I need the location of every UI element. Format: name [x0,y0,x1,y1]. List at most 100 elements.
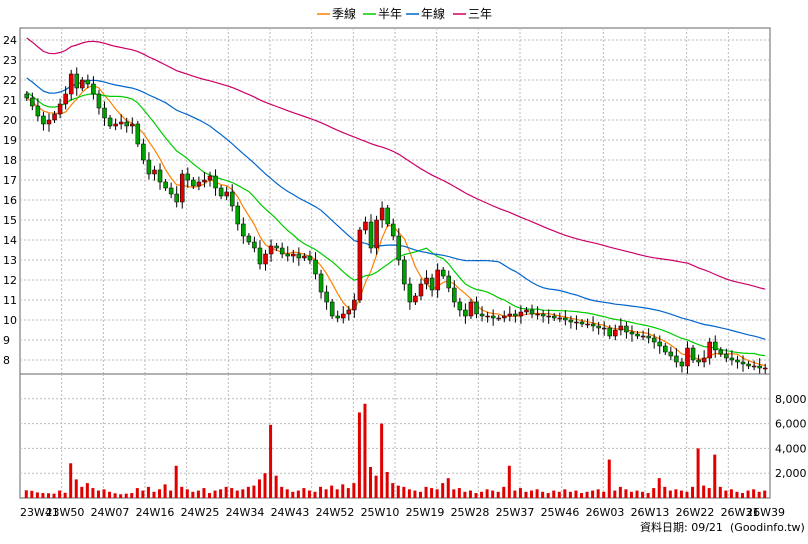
candle-body [629,331,635,335]
x-tick-label: 26W31 [721,506,760,519]
candle-body [341,313,346,319]
volume-bar [507,465,511,498]
volume-bar [141,490,145,498]
candle-body [551,315,557,319]
candle-body [757,365,762,369]
candle-body [174,193,179,203]
volume-bar [158,489,162,498]
price-tick-label: 10 [3,314,17,327]
volume-bar [696,448,700,498]
volume-bar [752,489,756,498]
candle-body [35,105,41,117]
candle-body [113,123,118,127]
candle-body [524,309,529,313]
volume-bar [524,491,528,498]
volume-bar [63,492,67,498]
volume-bar [35,492,39,498]
volume-bar [585,491,589,498]
candle-body [379,207,385,221]
candle-body [685,347,690,367]
x-tick-label: 25W37 [496,506,535,519]
candle-body [80,79,85,89]
volume-bar [108,491,112,498]
volume-bar [85,483,89,498]
volume-bar [418,491,422,498]
volume-bar [480,491,484,498]
x-tick-label: 24W16 [136,506,175,519]
candle-body [574,321,579,324]
candle-body [396,235,402,261]
price-tick-label: 22 [3,74,17,87]
volume-bar [702,485,706,498]
volume-bar [313,491,317,498]
volume-bar [24,490,28,498]
candle-body [52,113,57,121]
candle-body [746,363,751,367]
volume-bar [718,486,722,498]
candle-body [279,247,285,255]
volume-bars [24,403,767,498]
volume-bar [657,478,661,498]
candle-body [563,317,568,321]
candle-body [674,355,679,363]
volume-tick-label: 8,000 [775,393,807,406]
volume-bar [729,489,733,498]
price-tick-label: 14 [3,234,17,247]
price-tick-label: 24 [3,34,17,47]
volume-bar [285,489,289,498]
volume-bar [246,486,250,498]
candle-body [235,205,241,225]
price-tick-label: 8 [3,354,10,367]
volume-bar [568,491,572,498]
price-tick-label: 20 [3,114,17,127]
volume-bar [468,490,472,498]
candle-body [657,341,662,347]
candle-body [751,365,757,368]
candle-body [257,247,263,265]
volume-bar [113,493,117,498]
candle-body [640,335,646,338]
volume-bar [713,454,717,498]
volume-bar [491,490,495,498]
candle-body [313,259,318,275]
volume-bar [346,488,350,498]
volume-bar [335,489,339,498]
volume-bar [391,483,395,498]
volume-y-axis: 2,000 4,000 6,000 8,000 [775,393,807,480]
volume-bar [541,491,545,498]
candle-body [185,173,191,181]
candle-body [268,245,274,255]
candle-body [646,335,651,339]
volume-bar [668,490,672,498]
volume-bar [135,488,139,498]
volume-bar [46,493,50,498]
volume-bar [352,483,356,498]
volume-bar [430,488,434,498]
candle-body [463,309,468,317]
candle-body [146,159,152,175]
volume-bar [324,489,328,498]
volume-bar [496,491,500,498]
x-tick-label: 24W52 [316,506,355,519]
candle-body [157,169,163,183]
candle-body [707,341,712,359]
volume-bar [763,490,767,498]
volume-bar [219,489,223,498]
candle-body [701,357,707,363]
volume-bar [674,489,678,498]
volume-bar [41,493,45,498]
candle-body [30,97,35,107]
candle-body [163,181,168,189]
candle-body [546,315,551,318]
candle-body [213,175,218,189]
candle-body [46,119,52,125]
volume-bar [152,491,156,498]
candle-body [302,255,307,259]
volume-bar [396,485,400,498]
candle-body [585,323,590,326]
volume-bar [102,489,106,498]
x-tick-label: 24W43 [271,506,310,519]
candle-body [224,191,229,197]
legend-label-3year: 三年 [468,7,492,21]
x-tick-label: 24W25 [181,506,220,519]
